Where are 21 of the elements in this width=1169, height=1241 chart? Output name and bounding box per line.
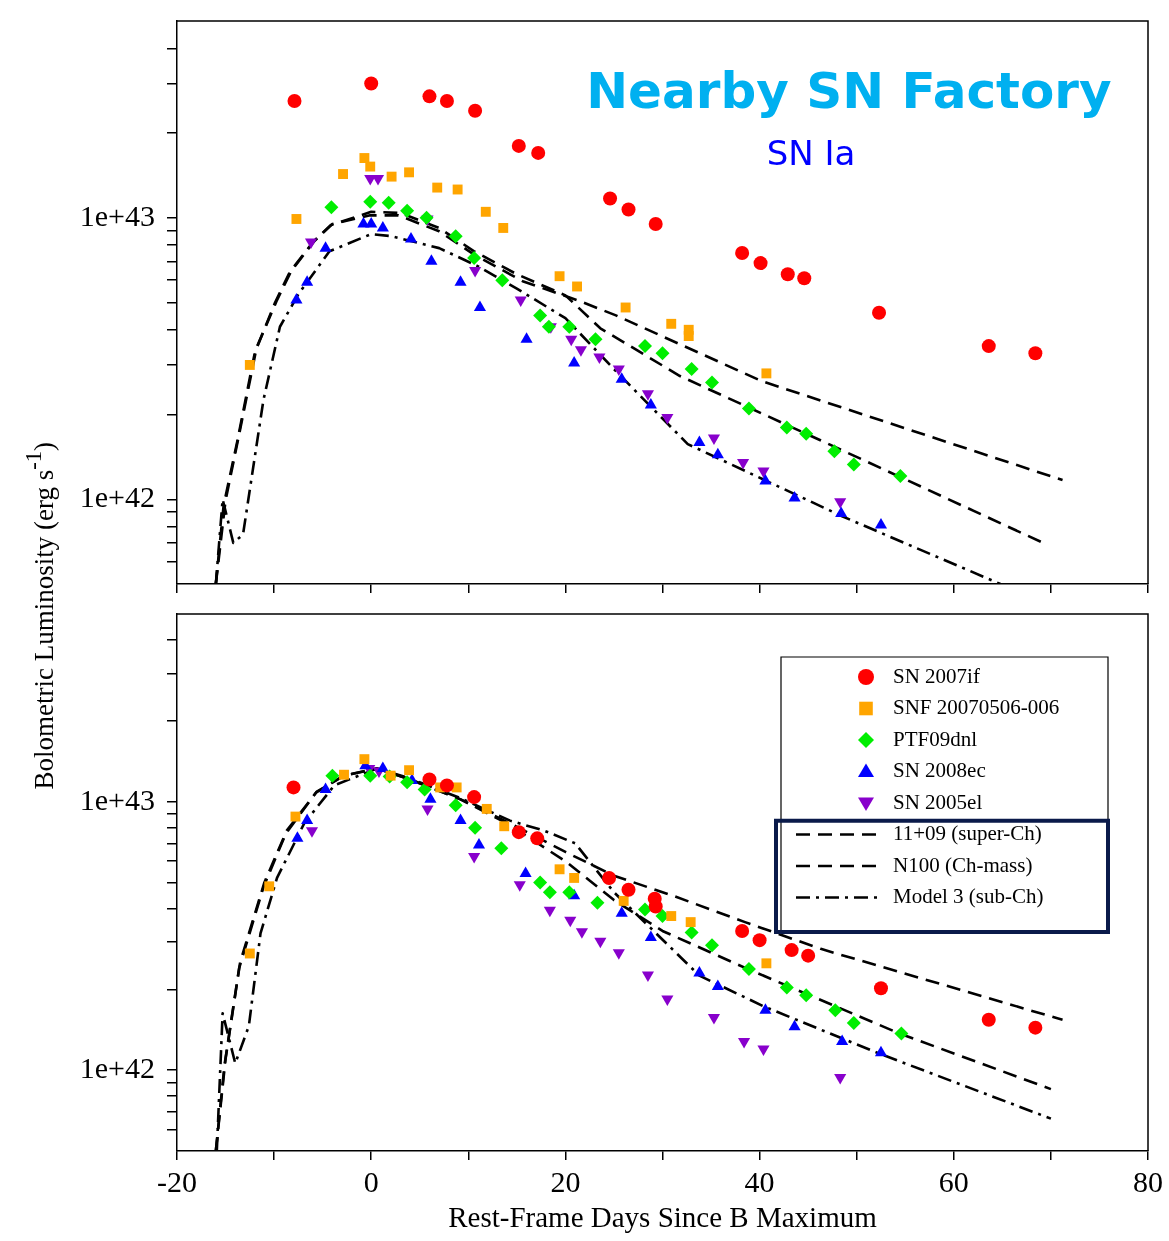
text: Nearby SN Factory: [586, 62, 1112, 121]
x-tick-label: 80: [1133, 1164, 1163, 1198]
legend-label: SN 2005el: [893, 789, 983, 814]
x-axis-title: Rest-Frame Days Since B Maximum: [448, 1201, 878, 1234]
legend-label: SNF 20070506-006: [893, 695, 1060, 720]
legend-label: SN 2007if: [893, 663, 980, 688]
x-tick-label: 60: [938, 1164, 969, 1198]
legend-label: SN 2008ec: [893, 758, 986, 783]
text: SN Ia: [766, 132, 856, 173]
legend-label: 11+09 (super-Ch): [893, 821, 1042, 846]
x-tick-label: 20: [550, 1164, 581, 1198]
y-tick-label: 1e+43: [79, 198, 155, 232]
legend-label: Model 3 (sub-Ch): [893, 884, 1044, 909]
y-tick-label: 1e+43: [79, 782, 155, 816]
y-tick-label: 1e+42: [79, 480, 155, 514]
x-tick-label: -20: [157, 1164, 197, 1198]
legend-label: N100 (Ch-mass): [893, 852, 1033, 877]
y-tick-label: 1e+42: [79, 1051, 155, 1085]
x-tick-label: 0: [363, 1164, 379, 1198]
legend-label: PTF09dnl: [893, 726, 978, 751]
x-tick-label: 40: [744, 1164, 775, 1198]
